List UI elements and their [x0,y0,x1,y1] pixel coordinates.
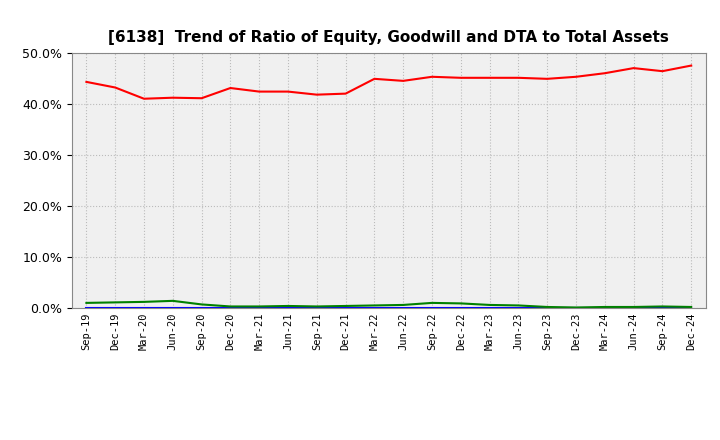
Goodwill [226,305,235,311]
Goodwill [140,305,148,311]
Goodwill [629,305,638,311]
Equity [341,91,350,96]
Deferred Tax Assets [572,305,580,310]
Deferred Tax Assets [629,304,638,310]
Equity [111,85,120,90]
Equity [168,95,177,100]
Equity [370,76,379,81]
Deferred Tax Assets [514,303,523,308]
Deferred Tax Assets [197,302,206,307]
Equity [82,79,91,84]
Equity [658,69,667,74]
Equity [687,63,696,68]
Deferred Tax Assets [168,298,177,304]
Equity [514,75,523,81]
Goodwill [255,305,264,311]
Deferred Tax Assets [226,304,235,309]
Deferred Tax Assets [140,299,148,304]
Goodwill [456,305,465,311]
Goodwill [111,305,120,311]
Goodwill [341,305,350,311]
Goodwill [168,305,177,311]
Goodwill [312,305,321,311]
Line: Deferred Tax Assets: Deferred Tax Assets [86,301,691,308]
Equity [312,92,321,97]
Goodwill [572,305,580,311]
Equity [485,75,494,81]
Deferred Tax Assets [428,300,436,305]
Deferred Tax Assets [687,304,696,310]
Equity [197,95,206,101]
Equity [226,85,235,91]
Deferred Tax Assets [341,303,350,308]
Deferred Tax Assets [399,302,408,308]
Equity [428,74,436,80]
Deferred Tax Assets [658,304,667,309]
Equity [399,78,408,84]
Equity [629,66,638,71]
Goodwill [370,305,379,311]
Title: [6138]  Trend of Ratio of Equity, Goodwill and DTA to Total Assets: [6138] Trend of Ratio of Equity, Goodwil… [109,29,669,45]
Line: Equity: Equity [86,66,691,99]
Goodwill [543,305,552,311]
Equity [284,89,292,94]
Equity [572,74,580,80]
Goodwill [600,305,609,311]
Equity [456,75,465,81]
Goodwill [82,305,91,311]
Goodwill [687,305,696,311]
Goodwill [485,305,494,311]
Deferred Tax Assets [312,304,321,309]
Goodwill [197,305,206,311]
Goodwill [514,305,523,311]
Goodwill [658,305,667,311]
Deferred Tax Assets [255,304,264,309]
Goodwill [284,305,292,311]
Goodwill [428,305,436,311]
Deferred Tax Assets [543,304,552,310]
Goodwill [399,305,408,311]
Deferred Tax Assets [284,303,292,308]
Equity [543,76,552,81]
Equity [255,89,264,94]
Deferred Tax Assets [82,300,91,305]
Deferred Tax Assets [456,301,465,306]
Deferred Tax Assets [370,303,379,308]
Equity [140,96,148,101]
Deferred Tax Assets [485,302,494,308]
Deferred Tax Assets [600,304,609,310]
Equity [600,70,609,76]
Deferred Tax Assets [111,300,120,305]
